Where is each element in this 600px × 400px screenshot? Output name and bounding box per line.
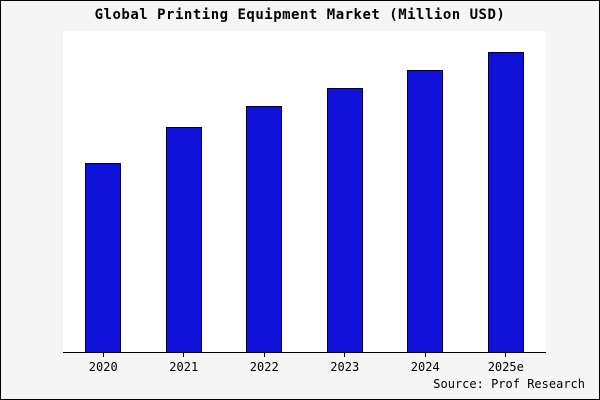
bar (407, 70, 444, 352)
axis-tick (505, 353, 507, 357)
plot-area (63, 31, 546, 353)
x-label-slot: 2021 (144, 353, 224, 374)
x-axis-label: 2021 (169, 360, 199, 374)
x-label-slot: 2024 (385, 353, 465, 374)
bars (63, 31, 546, 352)
axis-tick (424, 353, 426, 357)
x-label-slot: 2020 (63, 353, 143, 374)
bar (487, 52, 524, 352)
axis-tick (183, 353, 185, 357)
bar-slot (466, 31, 546, 352)
x-axis-label: 2020 (88, 360, 118, 374)
x-axis-label: 2023 (330, 360, 360, 374)
x-label-slot: 2022 (224, 353, 304, 374)
x-axis-label: 2025e (487, 360, 524, 374)
x-axis-labels: 2020 2021 2022 2023 2024 2025e (63, 353, 546, 374)
source-credit: Source: Prof Research (433, 377, 585, 391)
bar (326, 88, 363, 352)
chart-title: Global Printing Equipment Market (Millio… (94, 7, 506, 23)
bar-slot (385, 31, 465, 352)
axis-tick (102, 353, 104, 357)
bar (85, 163, 122, 352)
bar-slot (63, 31, 143, 352)
x-axis-label: 2024 (410, 360, 440, 374)
bar-slot (305, 31, 385, 352)
bar-slot (224, 31, 304, 352)
x-label-slot: 2023 (305, 353, 385, 374)
bar-slot (144, 31, 224, 352)
bar (246, 106, 283, 352)
x-axis-label: 2022 (249, 360, 279, 374)
axis-tick (344, 353, 346, 357)
axis-tick (263, 353, 265, 357)
bar (165, 127, 202, 352)
x-label-slot: 2025e (466, 353, 546, 374)
